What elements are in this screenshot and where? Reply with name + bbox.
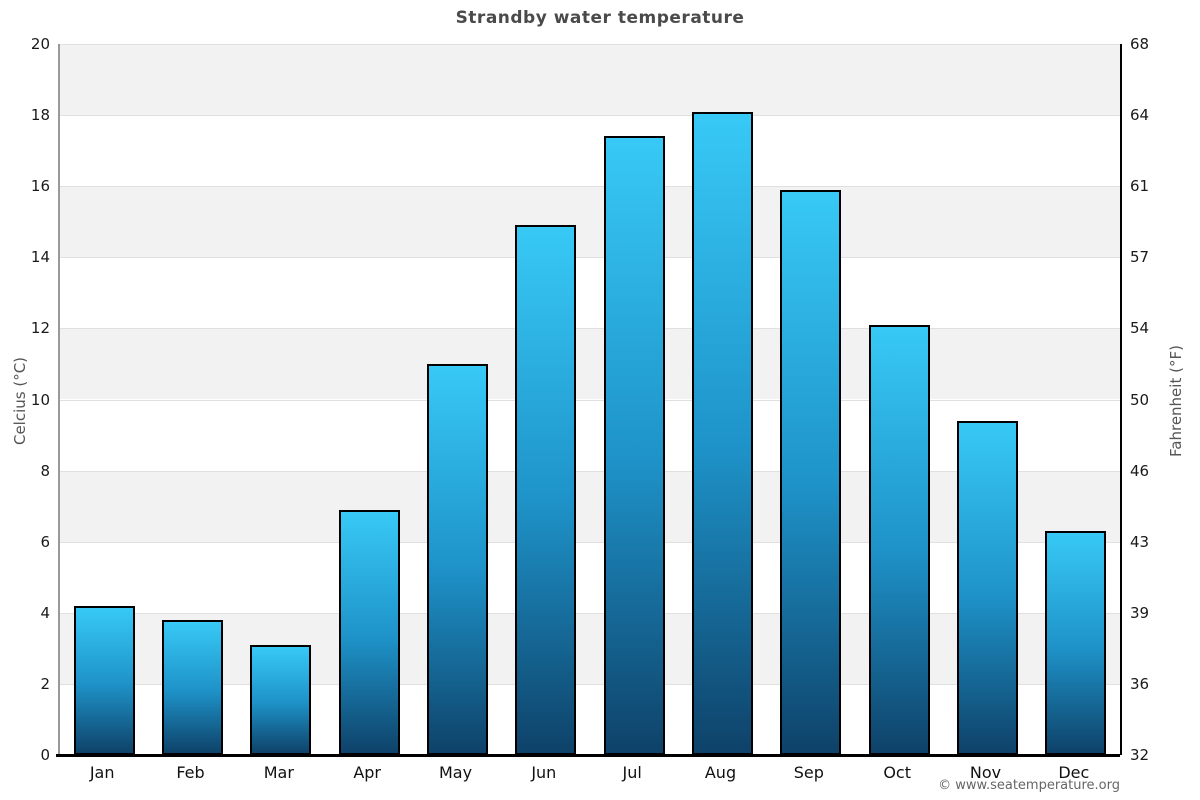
- gridline: [60, 541, 1120, 543]
- background-band: [60, 612, 1120, 684]
- celsius-tick-14: 14: [30, 248, 50, 267]
- background-band: [60, 186, 1120, 258]
- month-label-jul: Jul: [622, 763, 642, 782]
- month-label-jun: Jun: [531, 763, 557, 782]
- fahrenheit-tick-54: 54: [1130, 319, 1150, 338]
- fahrenheit-tick-46: 46: [1130, 461, 1150, 480]
- bar-dec: [1045, 531, 1107, 755]
- celsius-tick-20: 20: [30, 35, 50, 53]
- fahrenheit-tick-39: 39: [1130, 603, 1150, 622]
- gridline: [60, 399, 1120, 401]
- fahrenheit-tick-64: 64: [1130, 106, 1150, 125]
- gridline: [60, 470, 1120, 472]
- celsius-tick-18: 18: [30, 106, 50, 125]
- month-label-feb: Feb: [176, 763, 205, 782]
- fahrenheit-tick-36: 36: [1130, 674, 1150, 693]
- plot-area: [58, 44, 1122, 755]
- background-band: [60, 683, 1120, 755]
- fahrenheit-tick-57: 57: [1130, 248, 1150, 267]
- gridline: [60, 328, 1120, 330]
- fahrenheit-tick-43: 43: [1130, 532, 1150, 551]
- gridline: [60, 683, 1120, 685]
- x-axis-line: [56, 754, 1120, 757]
- bar-jul: [603, 136, 665, 755]
- celsius-tick-6: 6: [40, 532, 50, 551]
- fahrenheit-tick-50: 50: [1130, 390, 1150, 409]
- bar-jun: [515, 225, 577, 755]
- bar-may: [427, 363, 488, 755]
- month-label-nov: Nov: [969, 763, 1002, 782]
- gridline: [60, 186, 1120, 188]
- bar-oct: [868, 324, 930, 755]
- month-label-aug: Aug: [704, 763, 737, 782]
- gridline: [60, 44, 1120, 45]
- bar-mar: [250, 644, 312, 755]
- celsius-tick-2: 2: [40, 674, 50, 693]
- bar-apr: [338, 509, 400, 755]
- background-band: [60, 541, 1120, 613]
- background-band: [60, 44, 1120, 116]
- background-band: [60, 470, 1120, 542]
- month-label-apr: Apr: [353, 763, 381, 782]
- background-band: [60, 115, 1120, 187]
- bar-nov: [957, 420, 1018, 755]
- fahrenheit-tick-68: 68: [1130, 35, 1150, 53]
- month-label-oct: Oct: [883, 763, 911, 782]
- celsius-tick-8: 8: [40, 461, 50, 480]
- month-label-sep: Sep: [793, 763, 824, 782]
- celsius-tick-16: 16: [30, 177, 50, 196]
- fahrenheit-tick-61: 61: [1130, 177, 1150, 196]
- month-label-dec: Dec: [1058, 763, 1090, 782]
- celsius-tick-10: 10: [30, 390, 50, 409]
- chart-title: Strandby water temperature: [455, 8, 745, 28]
- bar-feb: [162, 619, 223, 755]
- month-label-mar: Mar: [263, 763, 294, 782]
- bar-aug: [692, 111, 753, 755]
- celsius-tick-4: 4: [40, 603, 50, 622]
- celsius-tick-12: 12: [30, 319, 50, 338]
- fahrenheit-tick-32: 32: [1130, 746, 1150, 764]
- background-band: [60, 257, 1120, 329]
- background-band: [60, 399, 1120, 471]
- background-band: [60, 328, 1120, 400]
- gridline: [60, 257, 1120, 259]
- gridline: [60, 612, 1120, 614]
- celsius-tick-0: 0: [40, 746, 50, 764]
- gridline: [60, 115, 1120, 117]
- month-label-may: May: [438, 763, 473, 782]
- copyright-text: © www.seatemperature.org: [938, 778, 1120, 793]
- bar-sep: [780, 189, 842, 755]
- month-label-jan: Jan: [89, 763, 115, 782]
- bar-jan: [73, 605, 135, 755]
